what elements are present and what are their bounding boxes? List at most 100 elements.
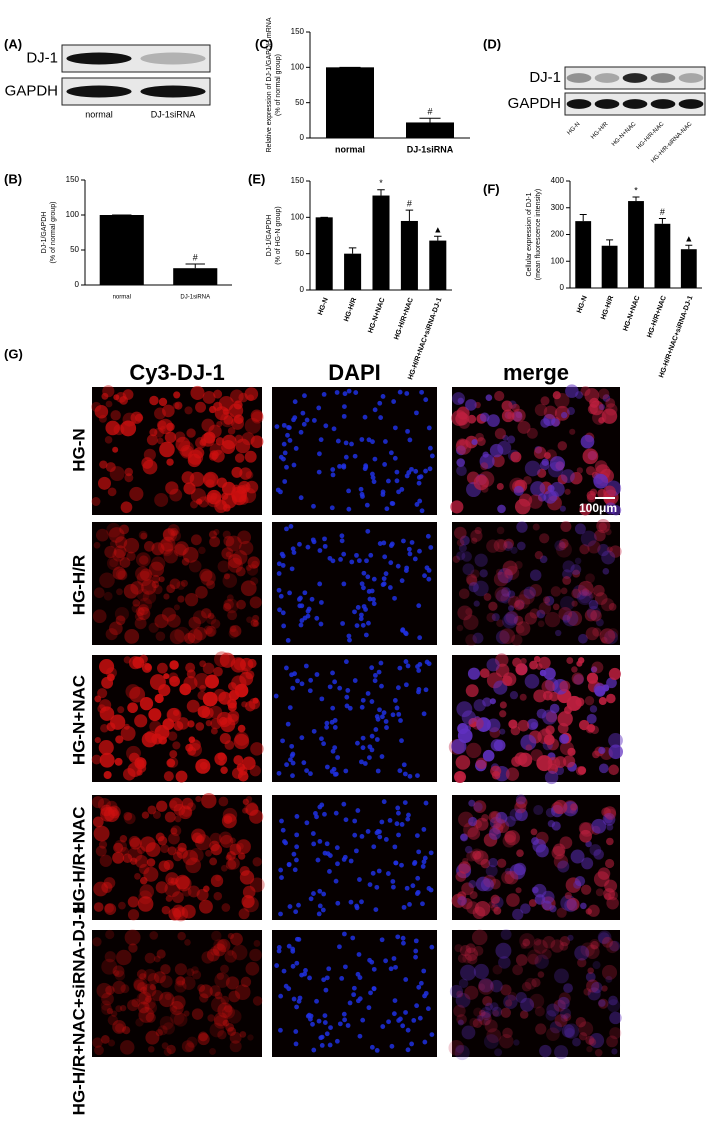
cell: [156, 949, 166, 959]
cell: [373, 907, 379, 913]
cell: [322, 811, 327, 817]
y-tick-label: 200: [551, 230, 565, 239]
cell: [291, 851, 297, 857]
cell: [99, 659, 115, 675]
cell: [582, 448, 599, 465]
cell: [344, 703, 350, 709]
bar: [680, 249, 697, 288]
cell: [557, 722, 569, 734]
cell: [560, 1014, 569, 1022]
cell: [136, 969, 147, 979]
cell: [497, 568, 513, 584]
cell: [426, 661, 432, 667]
cell: [359, 833, 365, 839]
cell: [608, 995, 618, 1006]
y-axis-label: DJ-1/GAPDH: [41, 212, 48, 254]
cell: [134, 617, 147, 630]
cell: [571, 588, 582, 599]
cell: [608, 744, 624, 760]
cell: [247, 1034, 254, 1041]
cell: [94, 404, 109, 419]
cell: [495, 663, 510, 678]
cell: [395, 563, 401, 569]
bar: [654, 223, 671, 288]
cell: [580, 530, 597, 547]
y-tick-label: 100: [291, 62, 305, 71]
cell: [324, 975, 330, 981]
cell: [556, 541, 572, 558]
cell: [396, 810, 401, 816]
cell: [531, 977, 541, 988]
row-label: HG-H/R+NAC+siRNA-DJ-1: [69, 905, 88, 1116]
cell: [145, 1030, 160, 1045]
cell: [552, 843, 566, 857]
cell: [363, 632, 369, 638]
cell: [470, 848, 484, 862]
cell: [423, 800, 429, 806]
cell: [352, 832, 358, 838]
y-tick-label: 0: [300, 133, 305, 142]
bar: [344, 253, 362, 290]
cell: [104, 436, 113, 444]
cell: [535, 1023, 547, 1035]
cell: [280, 827, 286, 833]
cell: [560, 595, 575, 611]
cell: [368, 552, 374, 558]
cell: [448, 1040, 465, 1056]
cell: [499, 710, 507, 718]
cell: [608, 890, 618, 901]
cell: [281, 968, 287, 974]
cell: [188, 559, 202, 573]
cell: [601, 964, 618, 981]
cell: [601, 598, 615, 612]
cell: [318, 621, 324, 627]
cell: [416, 984, 422, 990]
cell: [282, 479, 288, 484]
cell: [515, 794, 526, 805]
cell: [170, 527, 179, 536]
cell: [294, 857, 299, 863]
cell: [575, 766, 586, 776]
cell: [398, 718, 403, 723]
cell: [504, 830, 520, 846]
cell: [209, 985, 221, 997]
cell: [383, 571, 389, 577]
cell: [369, 1044, 375, 1050]
cell: [195, 722, 205, 731]
cell: [185, 743, 194, 752]
cell: [466, 575, 478, 587]
cell: [375, 768, 381, 774]
cell: [348, 899, 354, 905]
y-tick-label: 400: [551, 176, 565, 185]
cell: [352, 818, 358, 824]
cell: [151, 580, 160, 589]
cell: [202, 691, 218, 707]
cell: [342, 964, 348, 970]
micrograph-cells: [276, 523, 434, 643]
cell: [601, 636, 608, 644]
cell: [394, 821, 400, 827]
cell: [352, 609, 357, 615]
cell: [367, 596, 373, 602]
cell: [181, 976, 196, 991]
cell: [427, 445, 433, 451]
cell: [343, 817, 349, 823]
cell: [596, 518, 611, 534]
micrograph: [452, 522, 620, 645]
cell: [196, 888, 209, 901]
cell: [416, 480, 422, 486]
cell: [143, 866, 159, 882]
cell: [561, 469, 575, 484]
cell: [151, 574, 161, 584]
blot-band: [594, 99, 620, 109]
x-tick-label: HG-H/R+NAC: [393, 297, 415, 341]
cell: [533, 689, 547, 703]
cell: [486, 539, 500, 553]
cell: [239, 1031, 247, 1038]
cell: [495, 589, 510, 603]
cell: [400, 935, 406, 941]
cell: [189, 848, 204, 863]
cell: [416, 849, 422, 855]
cell: [115, 735, 124, 744]
cell: [397, 768, 403, 774]
